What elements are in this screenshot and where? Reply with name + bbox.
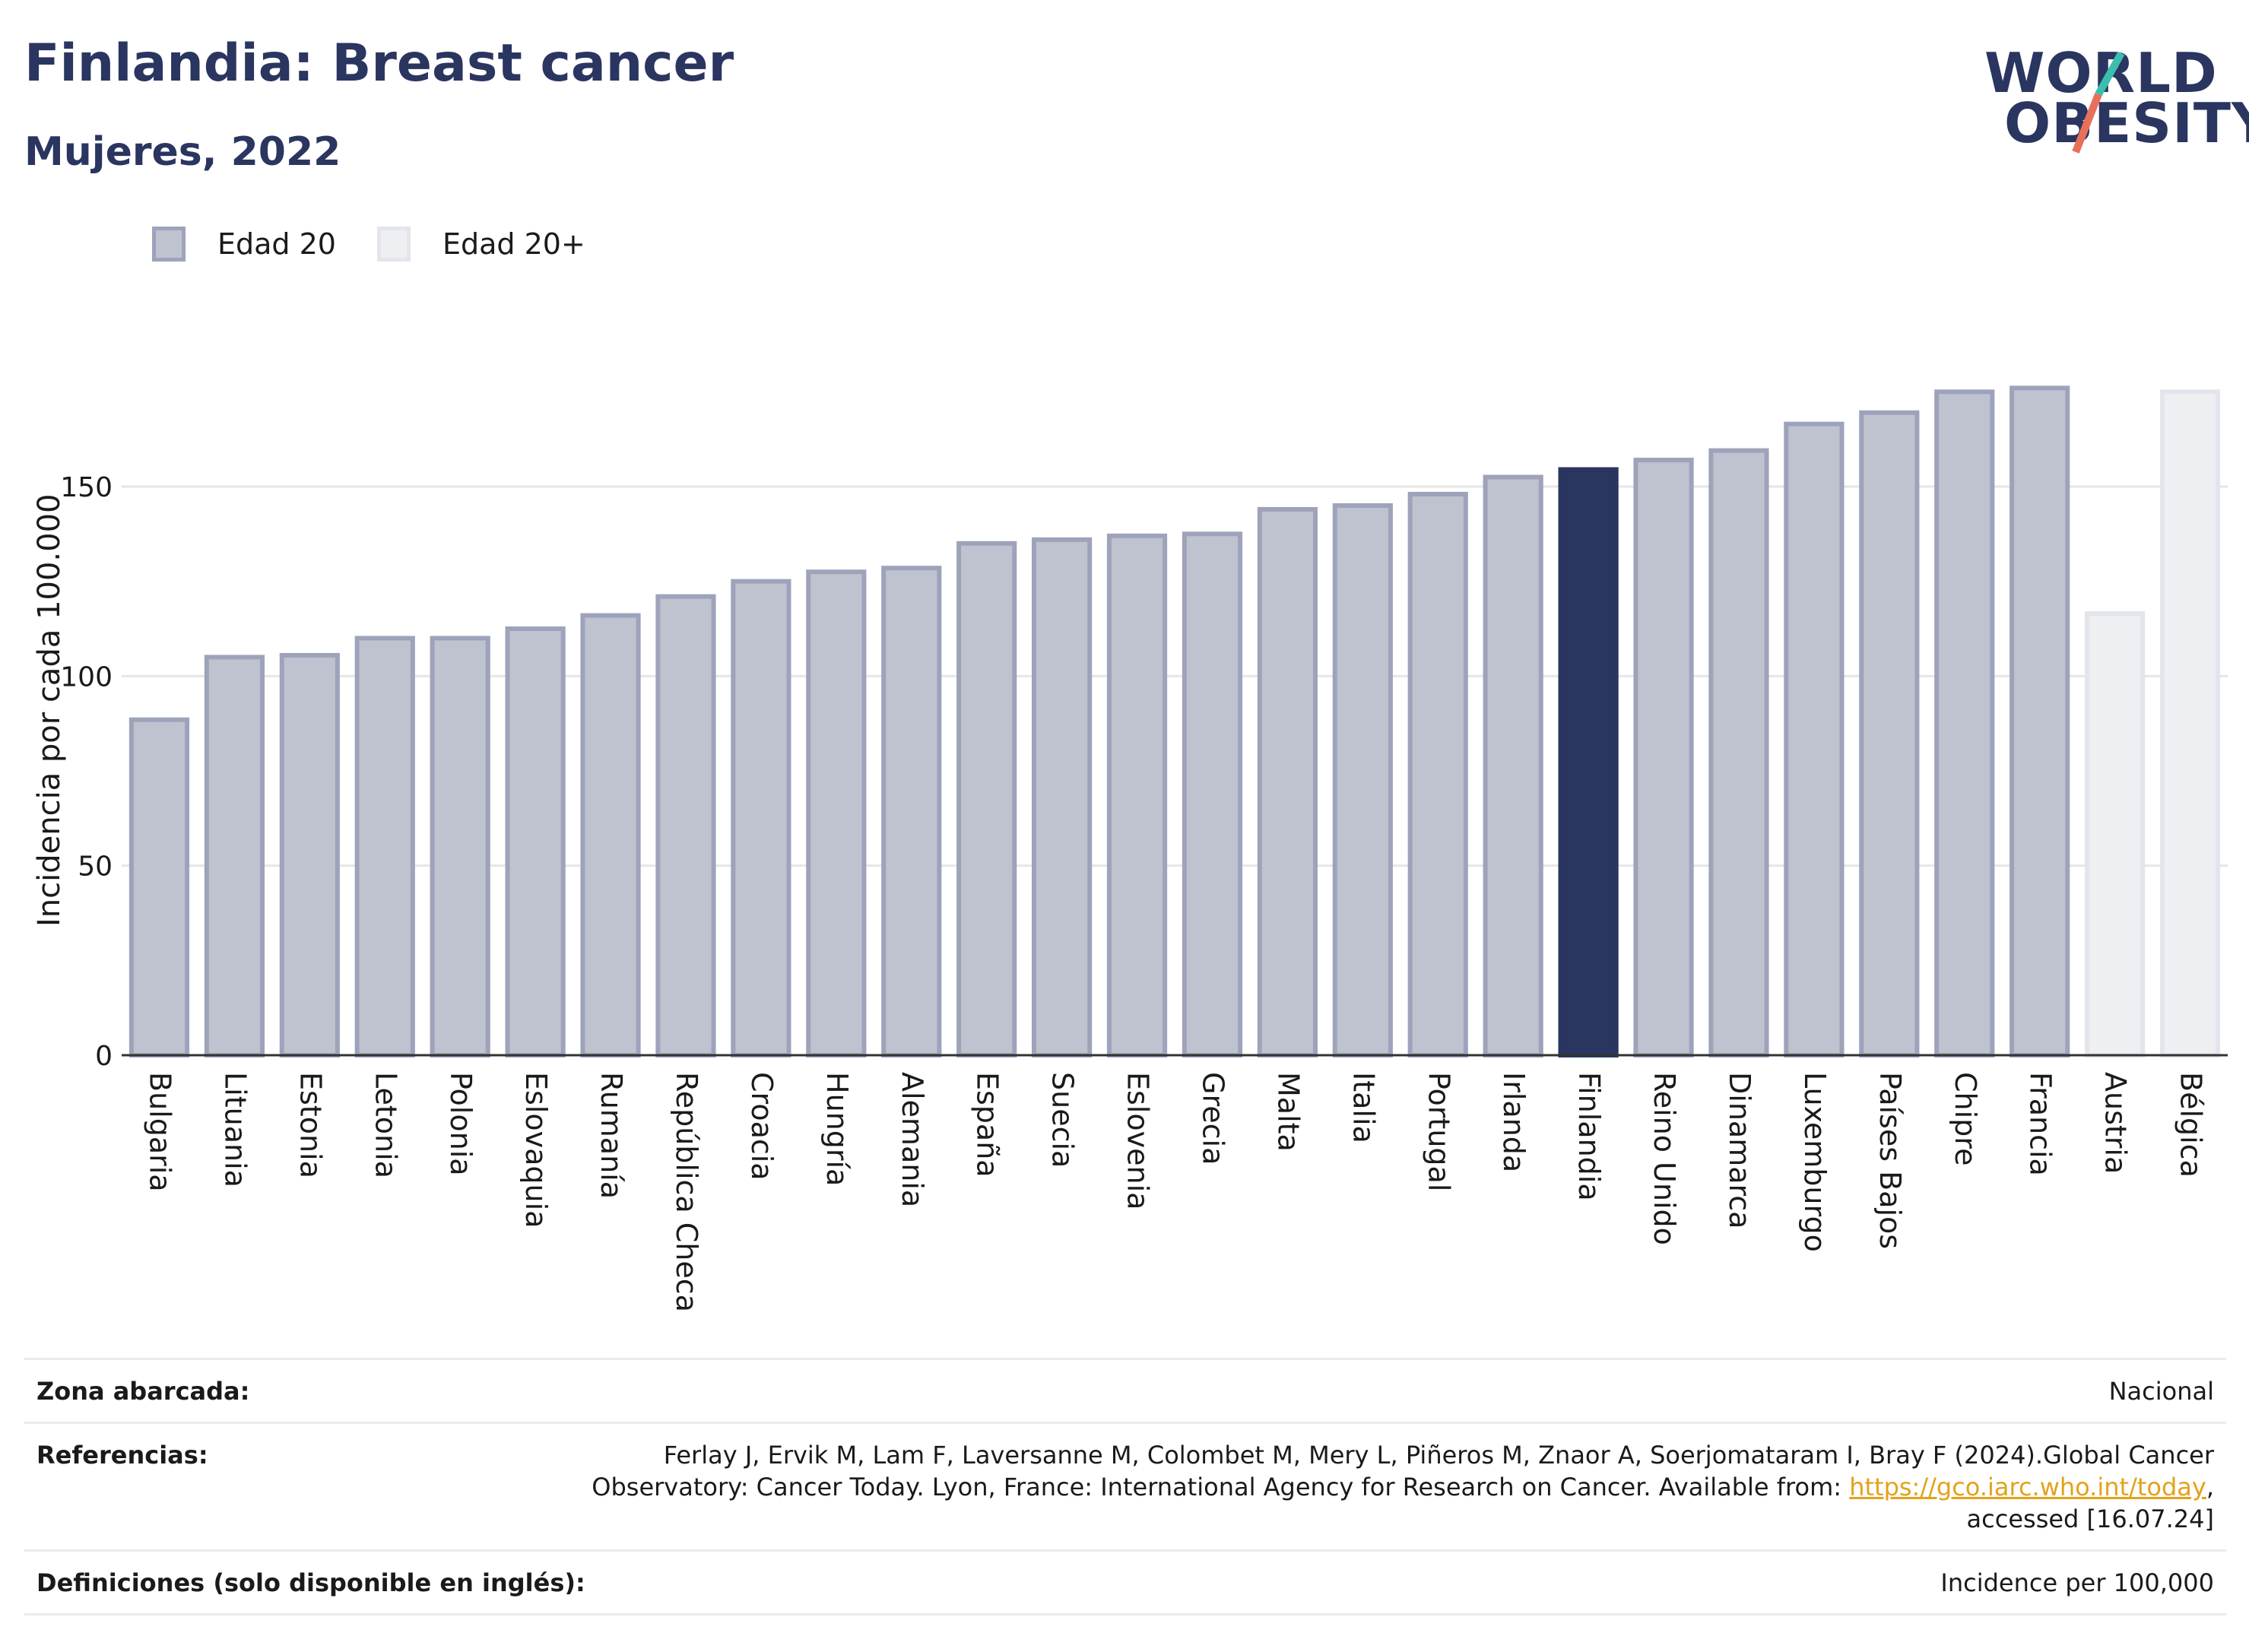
world-obesity-logo: WORLD OBESITY [1984,38,2249,160]
bar-edad20 [956,541,1017,1057]
logo-line-2: OBESITY [2004,91,2249,155]
x-tick-label: Rumanía [595,1072,628,1199]
bar-edad20 [881,566,942,1058]
bar-edad20 [1784,421,1845,1058]
meta-bottom-rule [24,1613,2226,1616]
bar-edad20plus [2085,611,2146,1057]
x-tick-label: Reino Unido [1648,1072,1681,1245]
bar-edad20 [1633,458,1694,1058]
x-tick-label: Austria [2099,1072,2133,1174]
x-tick-label: República Checa [670,1072,703,1312]
meta-row-definiciones: Definiciones (solo disponible en inglés)… [24,1549,2226,1613]
x-tick-label: Croacia [745,1072,779,1181]
bar-edad20 [354,636,415,1057]
bar-edad20 [128,717,190,1057]
meta-row-zona: Zona abarcada: Nacional [24,1358,2226,1422]
x-tick-label: Finlandia [1572,1072,1606,1201]
x-tick-label: Alemania [896,1072,929,1207]
logo-slash-icon [2072,51,2125,154]
legend-swatch-edad20 [152,227,186,262]
meta-val-definiciones: Incidence per 100,000 [1940,1568,2214,1597]
x-tick-label: Bulgaria [143,1072,176,1192]
meta-row-referencias: Referencias: Ferlay J, Ervik M, Lam F, L… [24,1422,2226,1549]
x-tick-label: Polonia [444,1072,477,1176]
x-tick-label: Lituania [218,1072,252,1187]
x-tick-label: Hungría [820,1072,854,1186]
x-tick-label: Grecia [1196,1072,1229,1165]
bar-edad20 [1106,533,1168,1057]
meta-key-referencias: Referencias: [36,1441,208,1470]
bar-edad20 [1708,448,1769,1058]
y-tick-label: 50 [78,851,113,883]
y-tick-label: 0 [95,1041,113,1072]
bar-edad20 [1934,389,1995,1058]
ref-line-1: Ferlay J, Ervik M, Lam F, Laversanne M, … [663,1441,2214,1470]
x-tick-label: Suecia [1046,1072,1080,1168]
bar-edad20 [204,655,265,1057]
x-tick-label: Países Bajos [1873,1072,1907,1249]
bar-edad20 [430,636,490,1057]
bar-edad20 [1859,410,1920,1057]
bar-edad20 [1257,506,1318,1058]
x-tick-label: Portugal [1422,1072,1455,1191]
bar-edad20 [505,626,566,1057]
x-tick-label: Luxemburgo [1798,1072,1832,1252]
legend: Edad 20 Edad 20+ [152,227,626,262]
x-tick-label: Estonia [293,1072,327,1178]
bar-edad20 [1032,537,1093,1057]
reference-link[interactable]: https://gco.iarc.who.int/today [1849,1473,2206,1501]
bar-edad20 [731,579,791,1057]
y-tick-label: 100 [60,661,113,693]
x-tick-label: Eslovaquia [519,1072,553,1228]
ref-line-2: Observatory: Cancer Today. Lyon, France:… [592,1471,2214,1503]
x-tick-label: España [971,1072,1004,1178]
x-tick-label: Italia [1347,1072,1380,1143]
chart-subtitle: Mujeres, 2022 [24,129,341,175]
ref-line-3: accessed [16.07.24] [1966,1505,2214,1533]
legend-item-edad20[interactable]: Edad 20 [152,227,336,262]
bar-edad20plus [2159,389,2221,1058]
bar-edad20 [1558,467,1619,1057]
legend-item-edad20plus[interactable]: Edad 20+ [376,227,585,262]
legend-label-edad20: Edad 20 [217,227,336,261]
meta-val-referencias: Ferlay J, Ervik M, Lam F, Laversanne M, … [592,1439,2226,1549]
bar-edad20 [655,594,716,1057]
bar-edad20 [1332,503,1393,1057]
bar-edad20 [806,569,867,1057]
meta-val-zona: Nacional [2108,1376,2214,1406]
legend-swatch-edad20plus [376,227,411,262]
bar-edad20 [580,613,641,1057]
x-tick-label: Chipre [1949,1072,1982,1165]
x-tick-label: Eslovenia [1121,1072,1155,1210]
x-tick-label: Bélgica [2174,1072,2208,1178]
x-tick-label: Francia [2024,1072,2057,1176]
x-tick-label: Dinamarca [1723,1072,1756,1229]
legend-label-edad20plus: Edad 20+ [442,227,585,261]
y-tick-label: 150 [60,472,113,503]
meta-key-definiciones: Definiciones (solo disponible en inglés)… [36,1568,585,1597]
bar-edad20 [1483,474,1543,1058]
bar-edad20 [279,652,340,1057]
x-tick-label: Irlanda [1497,1072,1531,1172]
ref-line-2-end: , [2206,1473,2214,1501]
x-tick-label: Malta [1271,1072,1305,1152]
bar-edad20 [2010,385,2070,1057]
y-axis-label: Incidencia por cada 100.000 [32,494,67,927]
bar-edad20 [1407,491,1468,1057]
bar-edad20 [1182,531,1243,1058]
meta-key-zona: Zona abarcada: [36,1376,250,1406]
ref-line-2-text: Observatory: Cancer Today. Lyon, France:… [592,1473,1850,1501]
chart-title: Finlandia: Breast cancer [24,33,734,94]
metadata-table: Zona abarcada: Nacional Referencias: Fer… [24,1358,2226,1616]
x-tick-label: Letonia [369,1072,402,1178]
